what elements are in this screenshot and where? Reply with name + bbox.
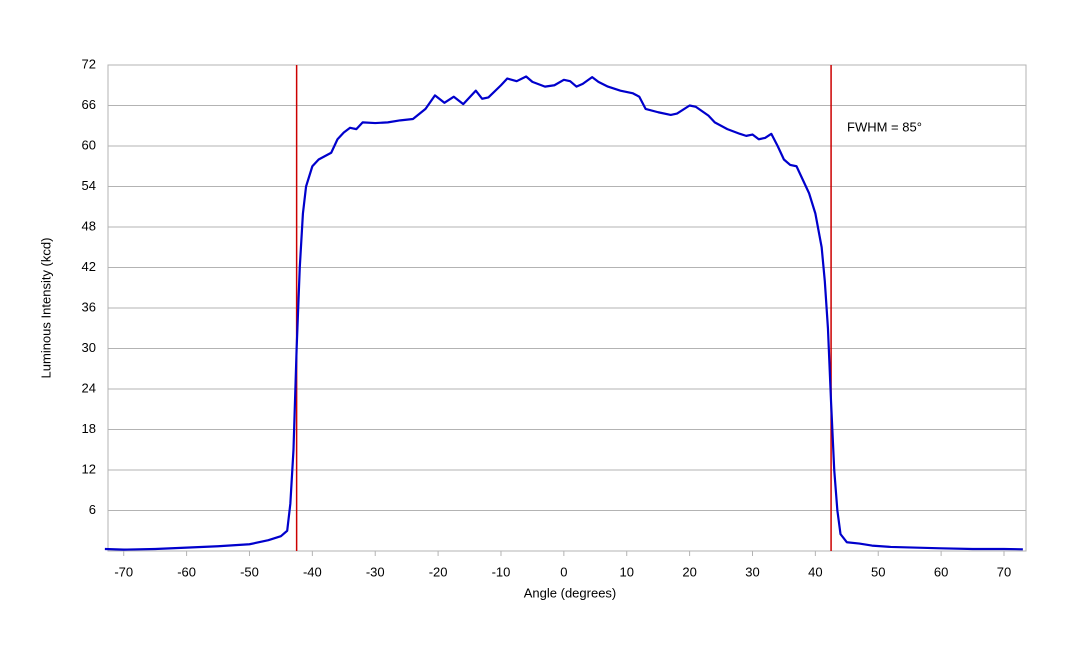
x-tick-label: -40 (303, 564, 322, 579)
x-tick-label: 30 (745, 564, 759, 579)
y-tick-label: 54 (82, 178, 96, 193)
x-tick-label: 0 (560, 564, 567, 579)
y-tick-label: 12 (82, 461, 96, 476)
y-tick-label: 48 (82, 218, 96, 233)
annotation: FWHM = 85° (847, 119, 922, 134)
x-tick-label: -60 (177, 564, 196, 579)
x-tick-label: -50 (240, 564, 259, 579)
x-tick-label: -10 (492, 564, 511, 579)
y-tick-label: 18 (82, 421, 96, 436)
y-tick-label: 24 (82, 380, 96, 395)
y-tick-label: 72 (82, 56, 96, 71)
y-tick-label: 60 (82, 137, 96, 152)
y-axis-label: Luminous Intensity (kcd) (38, 238, 53, 379)
x-tick-label: -30 (366, 564, 385, 579)
x-tick-label: -70 (114, 564, 133, 579)
y-tick-label: 30 (82, 340, 96, 355)
x-tick-label: 60 (934, 564, 948, 579)
x-tick-label: 70 (997, 564, 1011, 579)
y-tick-label: 36 (82, 299, 96, 314)
x-tick-label: 10 (619, 564, 633, 579)
y-tick-label: 42 (82, 259, 96, 274)
x-tick-label: 20 (682, 564, 696, 579)
x-tick-label: 50 (871, 564, 885, 579)
y-tick-label: 66 (82, 97, 96, 112)
data-line (104, 75, 1023, 551)
x-tick-label: 40 (808, 564, 822, 579)
y-tick-label: 6 (89, 502, 96, 517)
x-tick-label: -20 (429, 564, 448, 579)
x-axis-label: Angle (degrees) (524, 585, 617, 600)
